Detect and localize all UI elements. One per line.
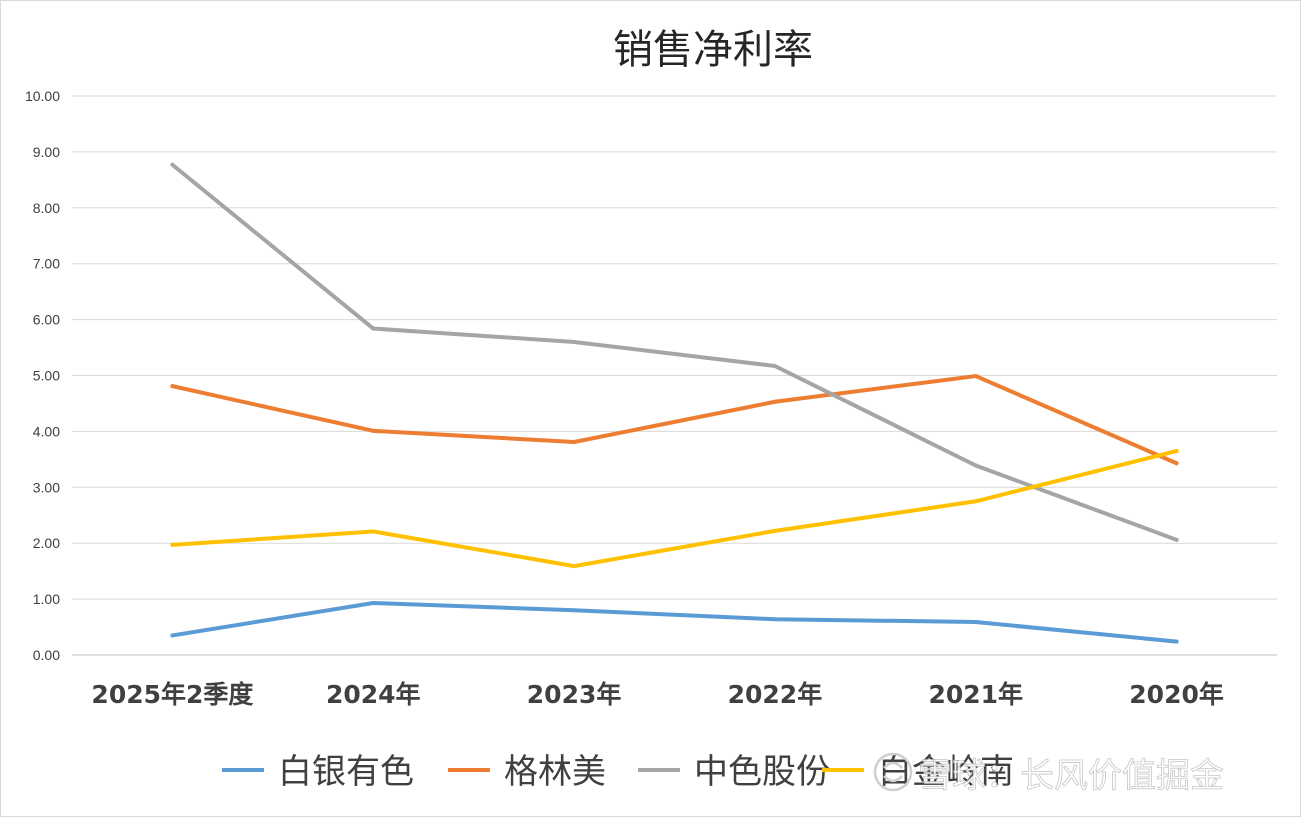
data-point	[572, 339, 577, 344]
y-tick-label: 3.00	[33, 479, 60, 495]
x-axis-ticks: 2025年2季度 2024年 2023年 2022年 2021年 2020年	[91, 680, 1223, 709]
series-lines	[170, 162, 1179, 644]
data-point	[170, 384, 175, 389]
watermark: 雪球：长风价值掘金	[873, 752, 1224, 796]
data-point	[973, 499, 978, 504]
y-tick-label: 2.00	[33, 535, 60, 551]
gridlines	[72, 95, 1277, 656]
chart-title: 销售净利率	[613, 27, 813, 73]
data-point	[170, 542, 175, 547]
y-tick-label: 0.00	[33, 647, 60, 663]
y-tick-label: 9.00	[33, 144, 60, 160]
series-line	[170, 374, 1179, 466]
data-point	[772, 528, 777, 533]
y-tick-label: 10.00	[25, 88, 60, 104]
data-point	[572, 608, 577, 613]
data-point	[973, 374, 978, 379]
data-point	[170, 633, 175, 638]
data-point	[572, 564, 577, 569]
y-tick-label: 5.00	[33, 368, 60, 384]
x-tick-label: 2020年	[1129, 680, 1224, 709]
data-point	[973, 620, 978, 625]
y-axis-ticks: 0.00 1.00 2.00 3.00 4.00 5.00 6.00 7.00 8.00 9.00…	[25, 88, 60, 663]
y-tick-label: 4.00	[33, 423, 60, 439]
legend-label: 格林美	[504, 752, 606, 792]
watermark-text: 雪球：长风价值掘金	[918, 756, 1224, 796]
legend-label: 中色股份	[694, 752, 830, 792]
data-point	[371, 601, 376, 606]
data-point	[772, 363, 777, 368]
data-point	[1174, 639, 1179, 644]
data-point	[973, 463, 978, 468]
data-point	[1174, 537, 1179, 542]
data-point	[170, 162, 175, 167]
x-tick-label: 2023年	[527, 680, 622, 709]
snowball-logo-icon	[873, 752, 913, 792]
x-tick-label: 2022年	[728, 680, 823, 709]
data-point	[371, 529, 376, 534]
legend-label: 白金岭南	[878, 752, 1014, 792]
series-line	[170, 448, 1179, 569]
y-tick-label: 8.00	[33, 200, 60, 216]
legend: 白银有色 格林美 中色股份 白金岭南	[222, 752, 1014, 792]
data-point	[371, 428, 376, 433]
data-point	[1174, 461, 1179, 466]
data-point	[772, 617, 777, 622]
series-line	[170, 601, 1179, 644]
x-tick-label: 2021年	[928, 680, 1023, 709]
data-point	[572, 440, 577, 445]
y-tick-label: 1.00	[33, 591, 60, 607]
data-point	[772, 399, 777, 404]
x-tick-label: 2025年2季度	[91, 680, 253, 709]
data-point	[371, 326, 376, 331]
x-tick-label: 2024年	[326, 680, 421, 709]
series-line	[170, 162, 1179, 542]
y-tick-label: 6.00	[33, 312, 60, 328]
y-tick-label: 7.00	[33, 256, 60, 272]
legend-label: 白银有色	[278, 752, 414, 792]
data-point	[1174, 448, 1179, 453]
